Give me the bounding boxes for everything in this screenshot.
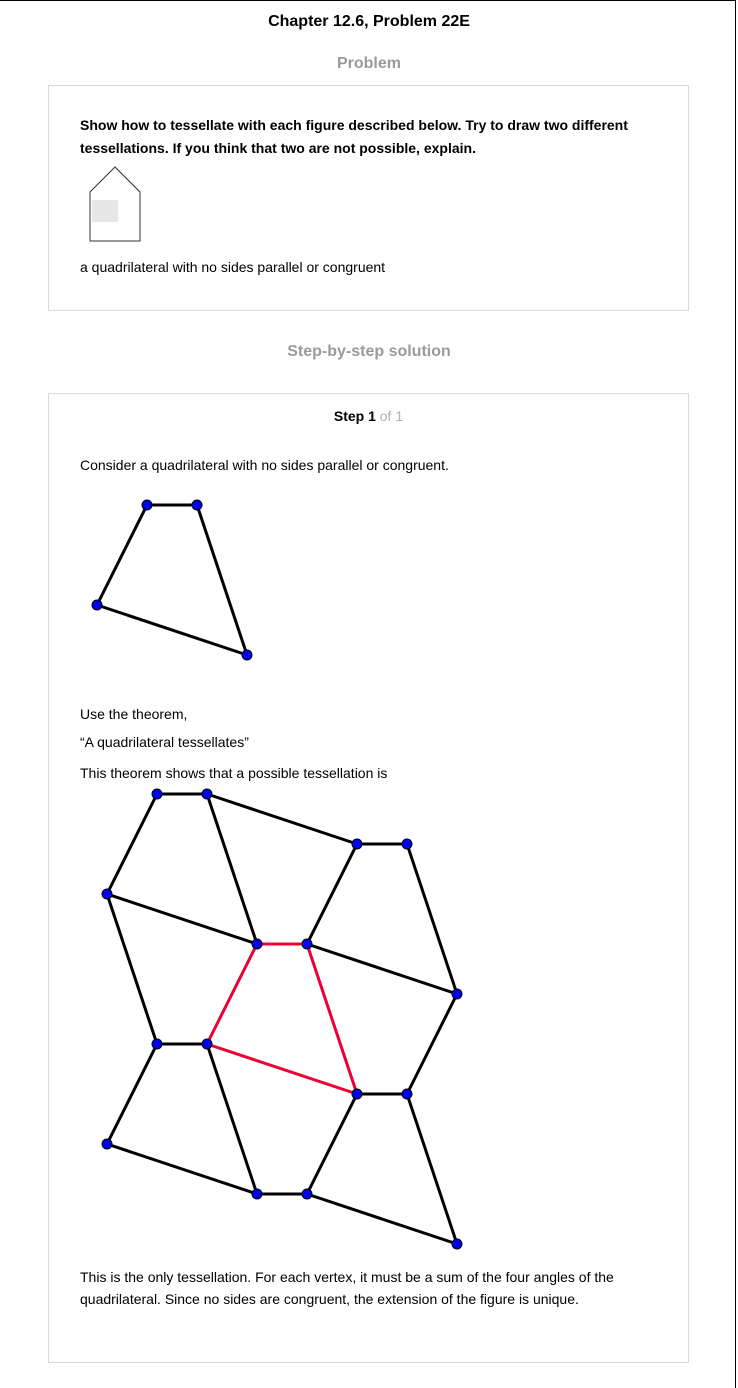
- problem-box: Show how to tessellate with each figure …: [48, 85, 689, 311]
- vertex-point: [301, 938, 313, 950]
- shows-text: This theorem shows that a possible tesse…: [80, 765, 388, 781]
- vertex-point: [351, 838, 363, 850]
- quadrilateral-edge: [95, 603, 249, 657]
- highlighted-tile-edge: [205, 1042, 359, 1096]
- tessellation-edge: [205, 792, 359, 846]
- tessellation-edge: [105, 1142, 259, 1196]
- vertex-point: [401, 1088, 413, 1100]
- vertex-point: [251, 1188, 263, 1200]
- problem-heading: Problem: [336, 55, 401, 72]
- house-shape-figure: [85, 164, 145, 251]
- highlighted-tile-edge: [305, 942, 359, 1096]
- step-label: Step 1 of 1: [49, 408, 688, 424]
- chapter-title: Chapter 12.6, Problem 22E: [268, 13, 470, 30]
- tessellation-edge: [105, 1042, 159, 1146]
- use-theorem-text: Use the theorem,: [80, 706, 188, 722]
- step-number: Step 1: [333, 408, 376, 424]
- tessellation-edge: [305, 942, 459, 996]
- tessellation-edge: [405, 992, 459, 1096]
- tessellation-edge: [105, 892, 259, 946]
- vertex-point: [141, 499, 153, 511]
- tessellation-edge: [405, 1092, 459, 1246]
- tessellation-edge: [305, 842, 359, 946]
- quadrilateral-edge: [95, 503, 149, 607]
- vertex-point: [401, 838, 413, 850]
- vertex-point: [301, 1188, 313, 1200]
- vertex-point: [251, 938, 263, 950]
- quadrilateral-edge: [195, 503, 249, 657]
- theorem-text: “A quadrilateral tessellates”: [80, 734, 249, 750]
- solution-heading: Step-by-step solution: [287, 343, 451, 360]
- vertex-point: [201, 1038, 213, 1050]
- tessellation-edge: [405, 842, 459, 996]
- tessellation-edge: [105, 892, 159, 1046]
- intro-text: Consider a quadrilateral with no sides p…: [80, 457, 449, 473]
- tessellation-edge: [105, 792, 159, 896]
- tessellation-edge: [305, 1192, 459, 1246]
- tessellation-edge: [305, 1092, 359, 1196]
- vertex-point: [91, 599, 103, 611]
- vertex-point: [191, 499, 203, 511]
- vertex-point: [451, 988, 463, 1000]
- vertex-point: [351, 1088, 363, 1100]
- solution-box: Step 1 of 1 Consider a quadrilateral wit…: [48, 393, 689, 1363]
- problem-statement: Show how to tessellate with each figure …: [80, 117, 628, 156]
- vertex-point: [241, 649, 253, 661]
- vertex-point: [201, 788, 213, 800]
- tessellation-edge: [205, 1042, 259, 1196]
- step-total: of 1: [379, 408, 404, 424]
- highlighted-tile-edge: [205, 942, 259, 1046]
- vertex-point: [101, 1138, 113, 1150]
- problem-caption: a quadrilateral with no sides parallel o…: [80, 259, 386, 275]
- vertex-point: [101, 888, 113, 900]
- tessellation-edge: [205, 792, 259, 946]
- vertex-point: [151, 788, 163, 800]
- conclusion-text: This is the only tessellation. For each …: [80, 1269, 614, 1307]
- vertex-point: [451, 1238, 463, 1250]
- vertex-point: [151, 1038, 163, 1050]
